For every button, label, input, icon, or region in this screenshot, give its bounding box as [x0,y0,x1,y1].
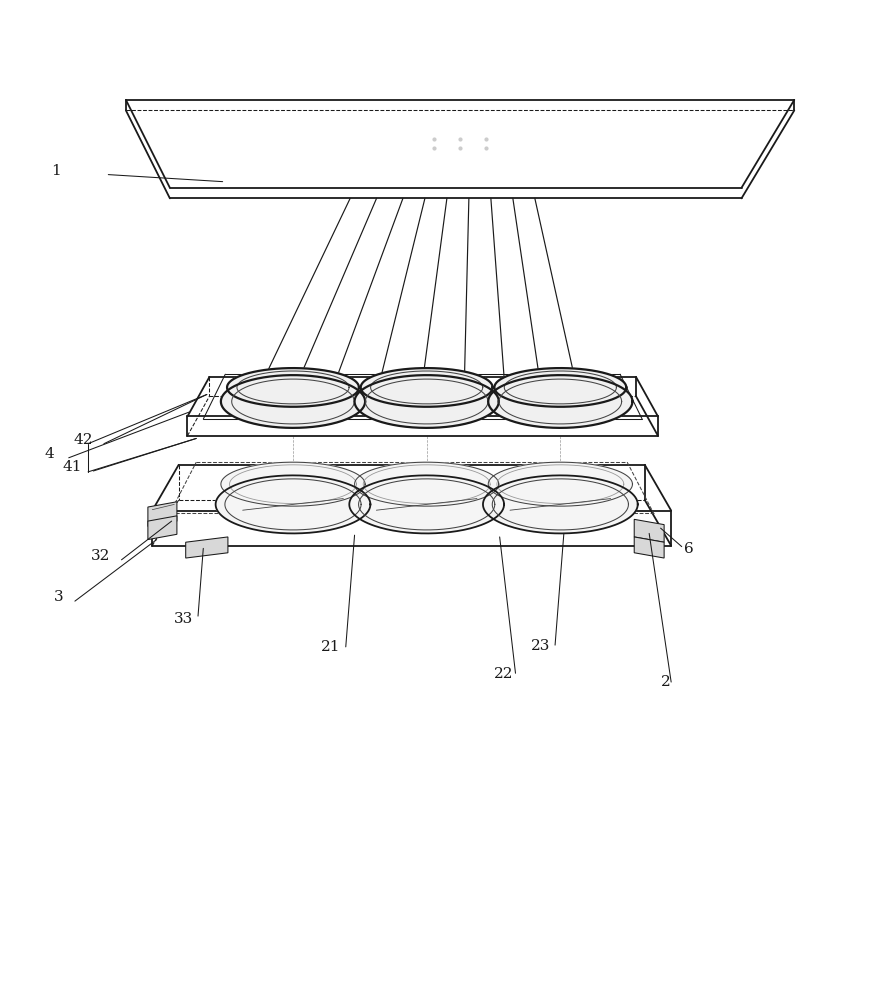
Polygon shape [635,519,664,542]
Polygon shape [355,375,499,428]
Text: 23: 23 [530,639,550,653]
Polygon shape [355,462,499,506]
Polygon shape [489,375,633,428]
Polygon shape [148,502,177,526]
Text: 41: 41 [63,460,82,474]
Text: 4: 4 [45,447,55,461]
Polygon shape [227,368,359,407]
Text: 21: 21 [321,640,341,654]
Polygon shape [483,475,638,533]
Text: 2: 2 [660,675,670,689]
Text: 22: 22 [494,667,513,681]
Polygon shape [495,368,627,407]
Text: 33: 33 [174,612,194,626]
Polygon shape [216,475,371,533]
Text: 6: 6 [684,542,694,556]
Polygon shape [635,537,664,558]
Text: 42: 42 [73,433,93,447]
Text: 3: 3 [54,590,64,604]
Polygon shape [186,537,228,558]
Text: 1: 1 [51,164,61,178]
Polygon shape [361,368,493,407]
Polygon shape [350,475,504,533]
Polygon shape [221,462,366,506]
Polygon shape [221,375,366,428]
Polygon shape [148,516,177,540]
Text: 32: 32 [91,549,110,563]
Polygon shape [489,462,633,506]
